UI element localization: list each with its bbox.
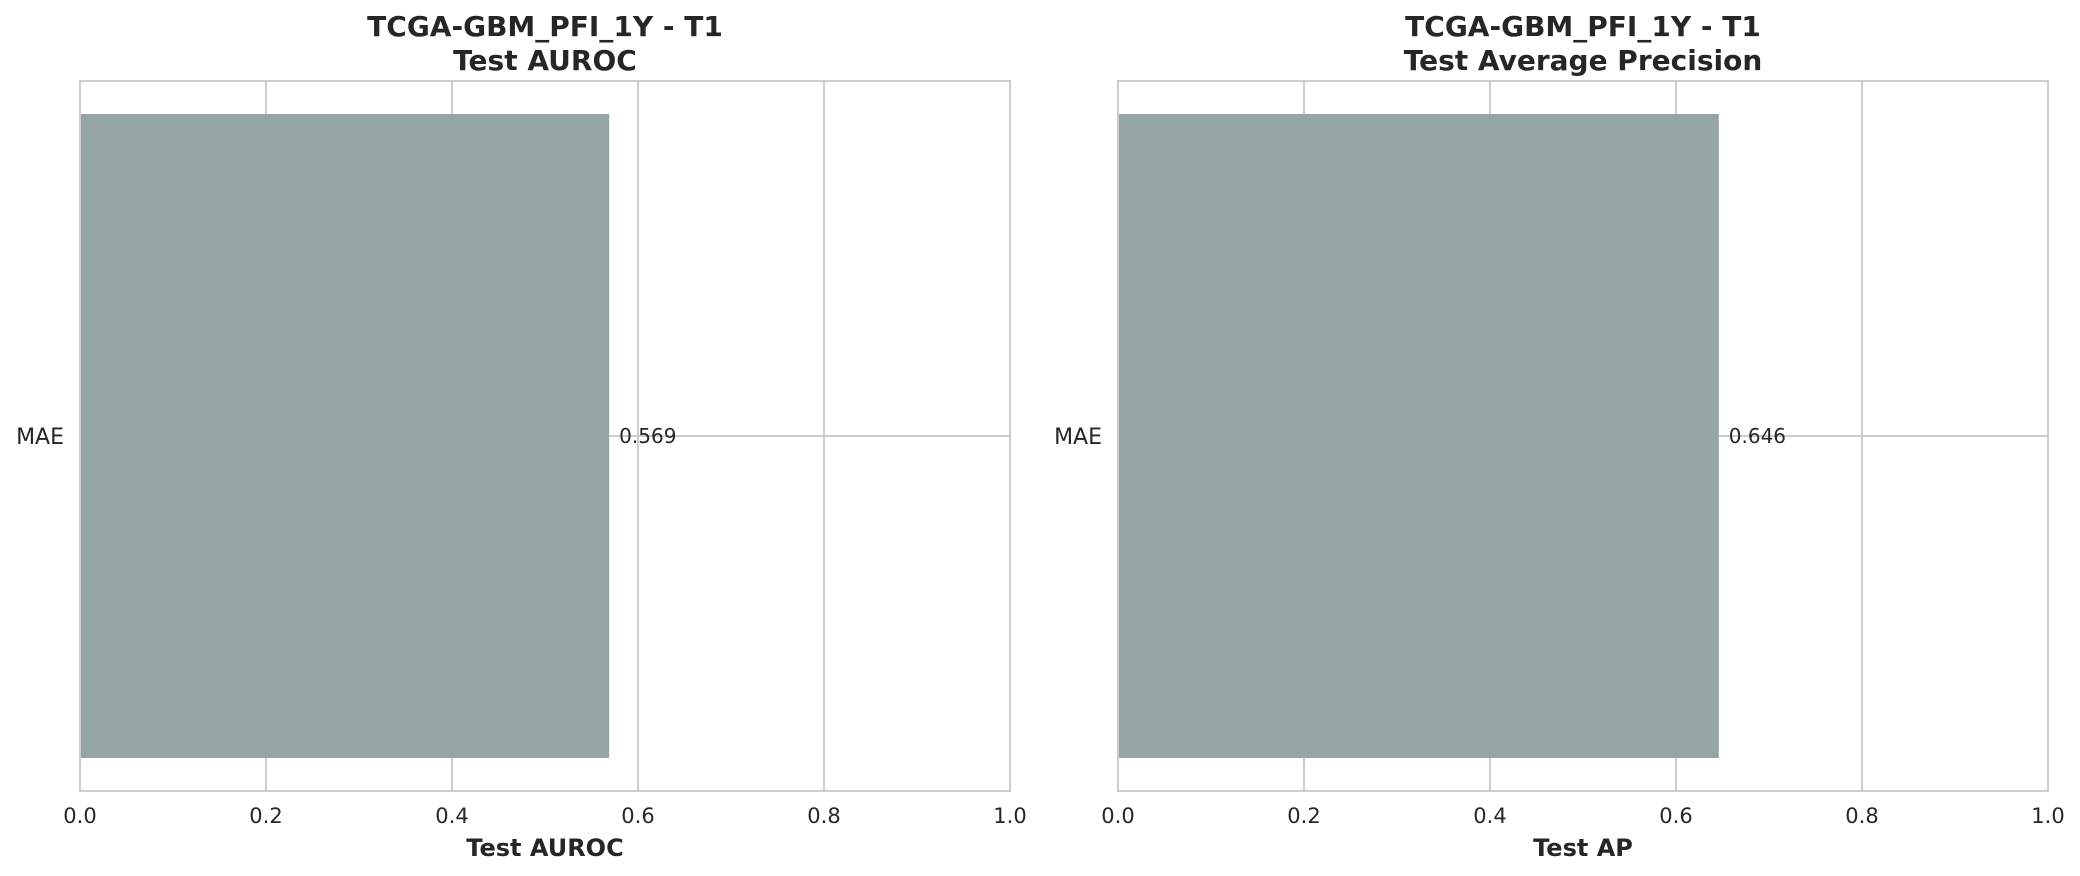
- bar-value-label: 0.569: [619, 424, 676, 448]
- x-tick-label: 0.2: [1287, 804, 1320, 828]
- x-tick-label: 1.0: [993, 804, 1026, 828]
- bar-mae: [1118, 114, 1719, 758]
- bar-value-label: 0.646: [1729, 424, 1786, 448]
- chart-title-line-2: Test Average Precision: [1404, 44, 1763, 77]
- y-tick-label: MAE: [1054, 425, 1102, 450]
- axes-frame: [1117, 80, 2049, 792]
- x-tick-label: 1.0: [2031, 804, 2064, 828]
- x-tick-label: 0.2: [249, 804, 282, 828]
- chart-title-line-1: TCGA-GBM_PFI_1Y - T1: [367, 10, 723, 43]
- axes-frame: [79, 80, 1011, 792]
- chart-panel-2: 0.646 MAE 0.0 0.2 0.4 0.6 0.8 1.0 Test AP TCGA-GB…: [1054, 10, 2065, 862]
- x-tick-label: 0.6: [621, 804, 654, 828]
- x-tick-label: 0.4: [435, 804, 468, 828]
- x-tick-label: 0.8: [807, 804, 840, 828]
- chart-title-line-1: TCGA-GBM_PFI_1Y - T1: [1405, 10, 1761, 43]
- x-tick-label: 0.4: [1473, 804, 1506, 828]
- bar-mae: [80, 114, 610, 758]
- x-tick-label: 0.6: [1659, 804, 1692, 828]
- x-tick-label: 0.8: [1845, 804, 1878, 828]
- x-axis-label: Test AUROC: [466, 834, 623, 862]
- x-axis-label: Test AP: [1533, 834, 1633, 862]
- y-tick-label: MAE: [16, 425, 64, 450]
- x-tick-label: 0.0: [63, 804, 96, 828]
- x-tick-label: 0.0: [1101, 804, 1134, 828]
- chart-title-line-2: Test AUROC: [453, 44, 637, 77]
